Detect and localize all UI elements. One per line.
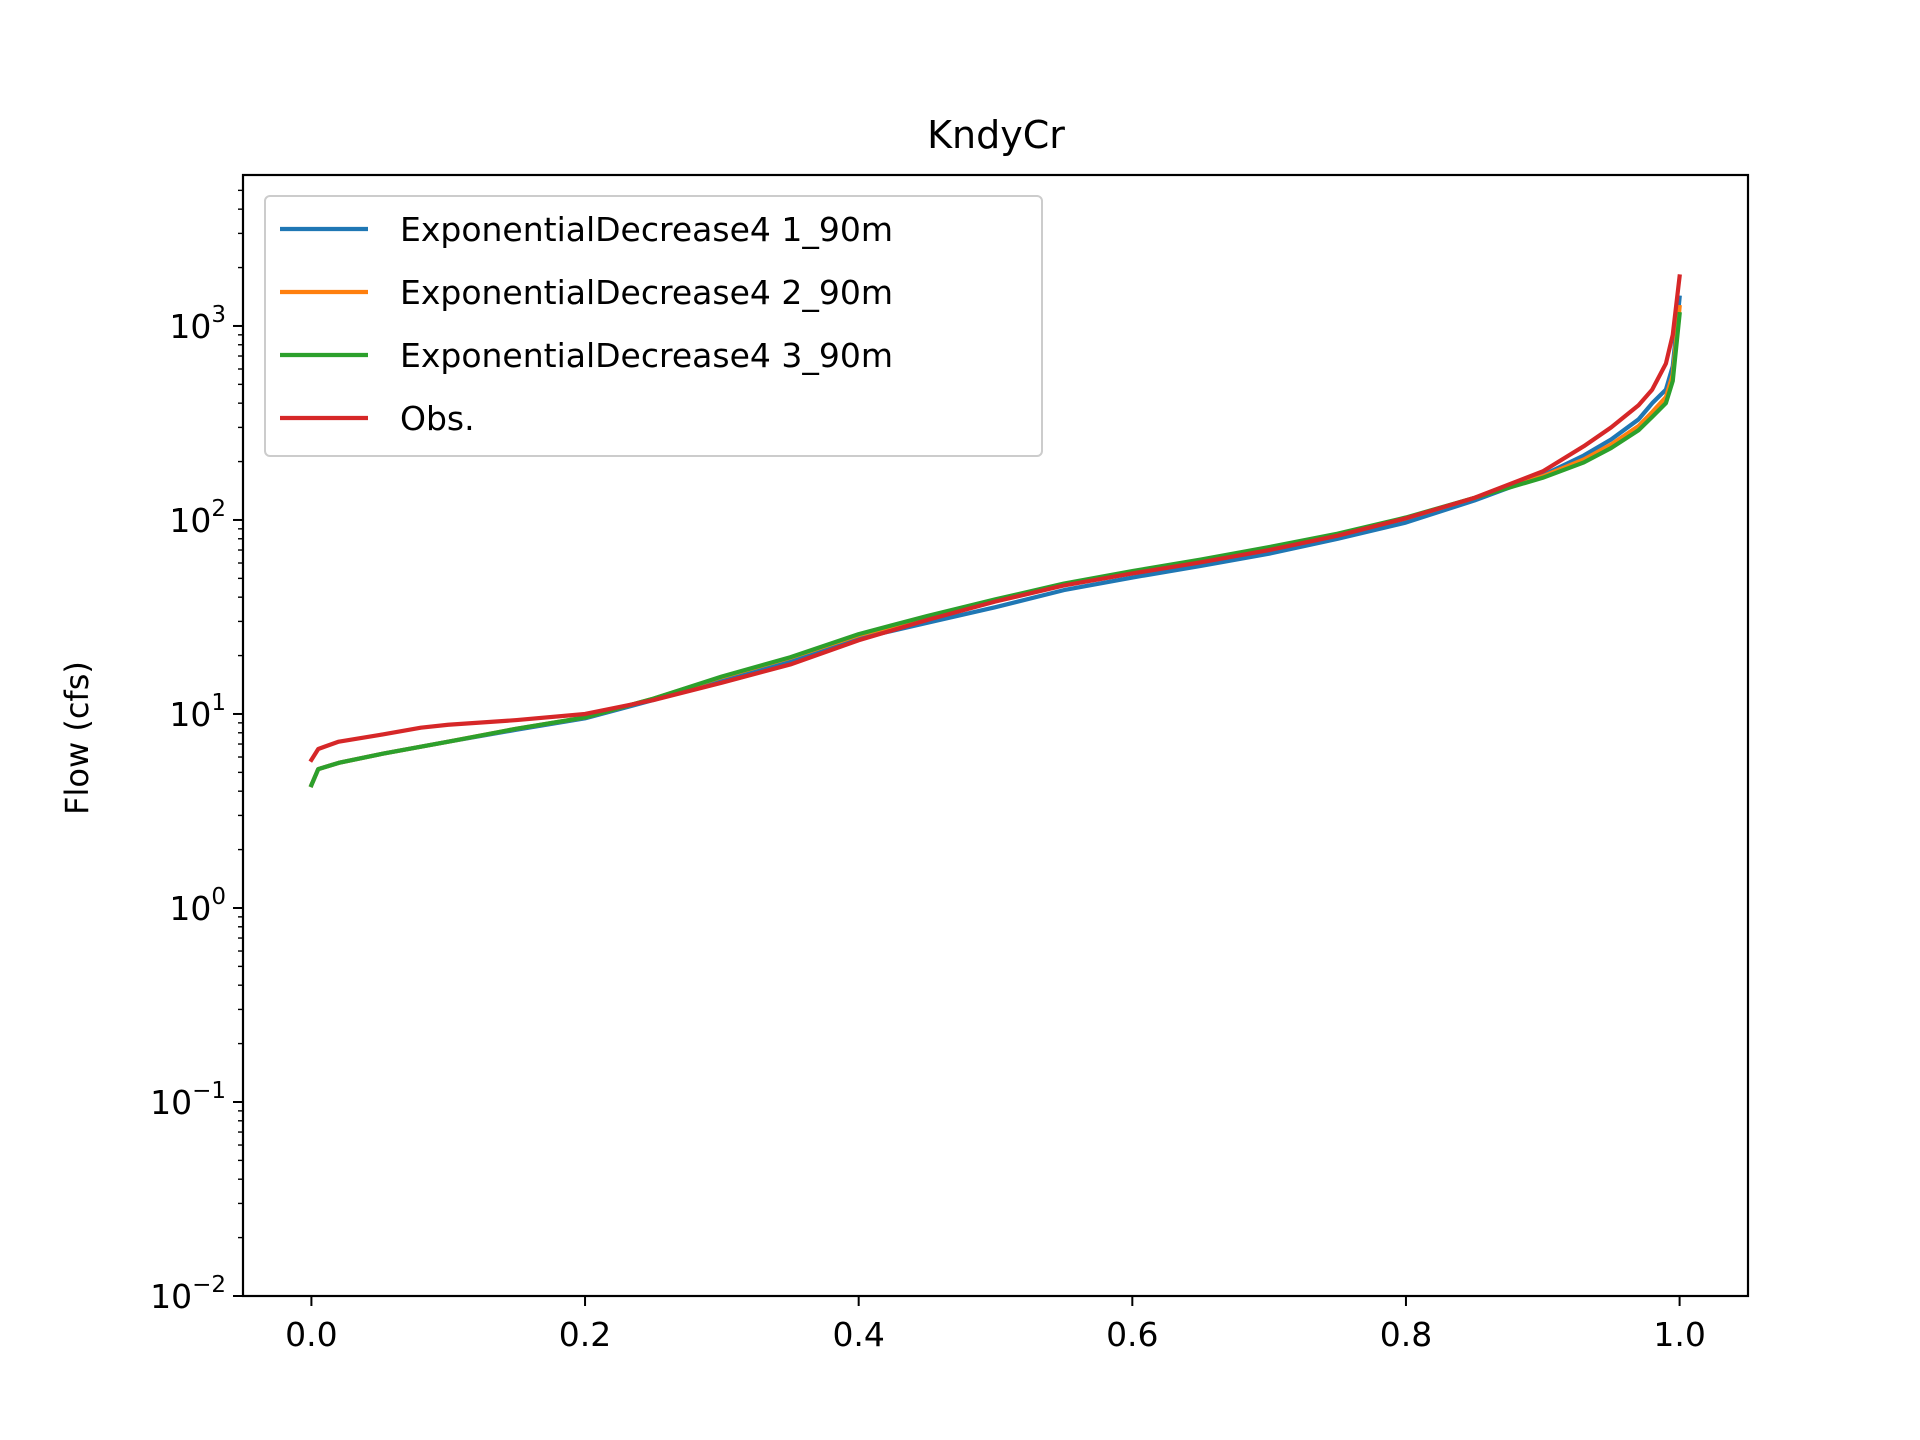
legend-label: ExponentialDecrease4 1_90m: [400, 210, 893, 249]
x-tick-label: 0.8: [1380, 1315, 1432, 1354]
x-axis: 0.0 0.2 0.4 0.6 0.8 1.0: [285, 1296, 1706, 1354]
y-tick-label: 103: [169, 302, 226, 346]
chart-title: KndyCr: [927, 113, 1065, 157]
x-tick-label: 1.0: [1653, 1315, 1705, 1354]
x-tick-label: 0.2: [559, 1315, 611, 1354]
legend-label: ExponentialDecrease4 3_90m: [400, 336, 893, 375]
y-tick-label: 101: [169, 690, 226, 734]
series-line-4: [308, 274, 1682, 763]
y-tick-label: 102: [169, 496, 226, 540]
series-layer: [308, 274, 1682, 788]
legend-box: [264, 195, 1043, 457]
x-tick-label: 0.0: [285, 1315, 337, 1354]
y-axis: 10−2 10−1 100 101 102 103: [150, 189, 243, 1316]
legend: ExponentialDecrease4 1_90m ExponentialDec…: [264, 195, 1043, 457]
x-tick-label: 0.4: [832, 1315, 884, 1354]
y-tick-label: 10−2: [150, 1272, 226, 1316]
x-tick-label: 0.6: [1106, 1315, 1158, 1354]
y-axis-label: Flow (cfs): [58, 661, 96, 815]
y-tick-label: 10−1: [150, 1078, 226, 1122]
legend-label: ExponentialDecrease4 2_90m: [400, 273, 893, 312]
y-tick-label: 100: [169, 884, 226, 928]
plot-frame: [241, 173, 1750, 1298]
legend-label: Obs.: [400, 399, 475, 438]
